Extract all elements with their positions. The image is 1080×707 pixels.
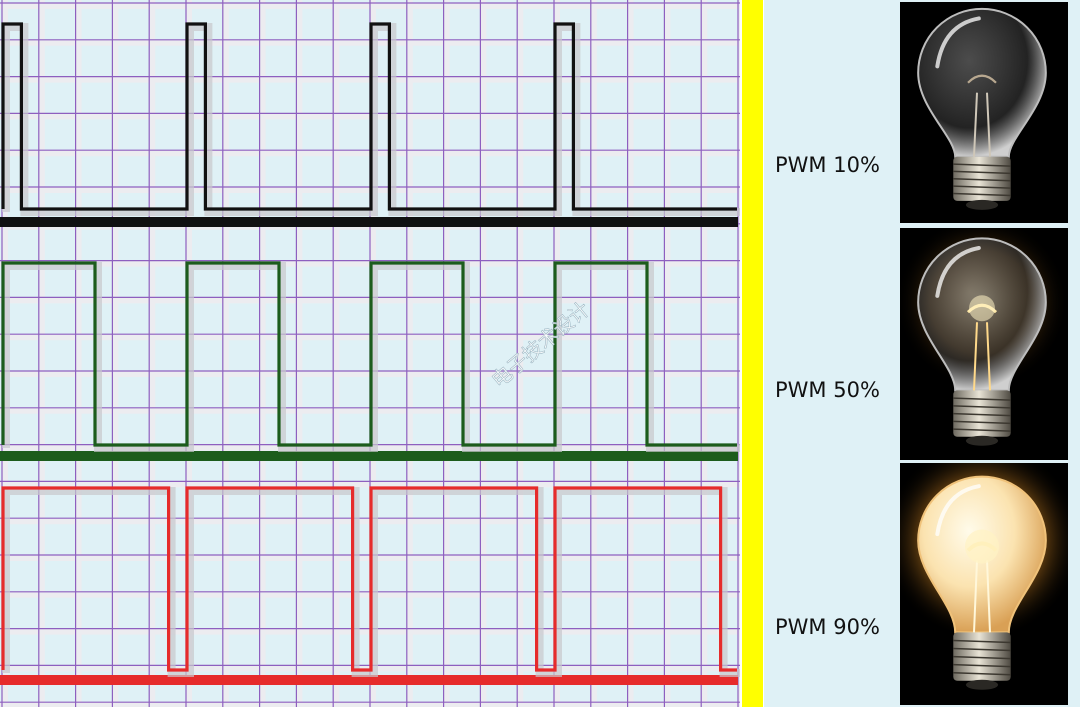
bulb-contact	[965, 199, 999, 210]
bulb-screw-base	[953, 632, 1011, 681]
pwm-90-label: PWM 90%	[775, 615, 880, 639]
bulb-glass	[917, 7, 1047, 158]
light-bulb-dim-icon	[900, 2, 1068, 223]
screw-thread	[953, 185, 1011, 189]
waveforms	[1, 22, 740, 677]
filament	[967, 74, 997, 84]
light-bulb-medium-icon	[900, 228, 1068, 460]
screw-thread	[953, 405, 1011, 409]
pwm-10-wave-shadow	[2, 23, 740, 216]
pwm-50-baseline	[0, 451, 738, 461]
bulb-screw-base	[953, 390, 1011, 437]
bulb-panel-pwm-50	[900, 228, 1068, 460]
screw-thread	[953, 671, 1011, 676]
pwm-50-wave	[1, 261, 737, 447]
pwm-90-baseline	[0, 675, 738, 685]
screw-thread	[953, 420, 1011, 425]
baselines	[0, 217, 738, 685]
screw-thread	[953, 192, 1011, 197]
bulb-contact	[965, 435, 999, 446]
screw-thread	[953, 663, 1011, 668]
bulb-panel-pwm-90	[900, 463, 1068, 705]
glass-highlight	[935, 16, 981, 69]
screw-thread	[953, 639, 1011, 644]
screw-thread	[953, 163, 1011, 167]
screw-thread	[953, 412, 1011, 417]
filament-hotspot	[965, 529, 999, 564]
oscilloscope-grid: 电子技术设计	[0, 0, 740, 707]
pwm-10-label: PWM 10%	[775, 153, 880, 177]
screw-thread	[953, 170, 1011, 175]
pwm-50-label: PWM 50%	[775, 378, 880, 402]
screw-thread	[953, 647, 1011, 652]
filament-support	[973, 322, 991, 391]
pwm-90-wave-shadow	[2, 487, 740, 677]
filament-hotspot	[969, 295, 995, 322]
divider-yellow-bar	[742, 0, 763, 707]
bulb-contact	[965, 679, 999, 690]
bulb-panel-pwm-10	[900, 2, 1068, 223]
pwm-50-wave-shadow	[2, 262, 740, 452]
glass-highlight	[935, 484, 981, 537]
light-bulb-bright-icon	[900, 463, 1068, 705]
screw-thread	[953, 178, 1011, 182]
pwm-90-wave	[1, 486, 737, 672]
screw-thread	[953, 397, 1011, 401]
pwm-10-baseline	[0, 217, 738, 227]
bulb-screw-base	[953, 156, 1011, 201]
glass-highlight	[935, 245, 981, 298]
filament-support	[973, 560, 991, 633]
screw-thread	[953, 655, 1011, 660]
filament-support	[973, 92, 991, 157]
pwm-10-wave	[1, 22, 737, 211]
screw-thread	[953, 428, 1011, 432]
